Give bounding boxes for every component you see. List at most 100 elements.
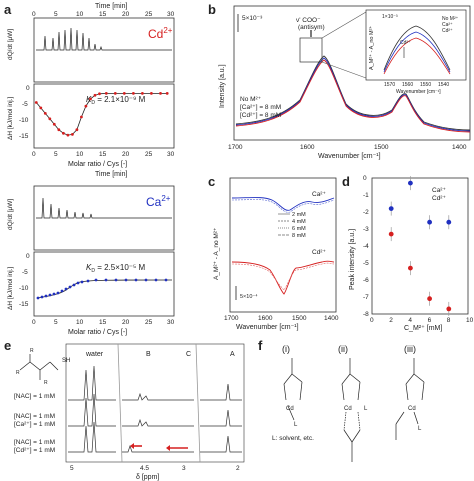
panel-b-scale: 5×10⁻³ (242, 15, 263, 22)
panel-a-upper-ylabel-top: dQ/dt [μW] (7, 29, 14, 60)
panel-d-label: d (342, 174, 350, 189)
panel-e-row2-line2: [Ca²⁺] = 1 mM (14, 421, 55, 428)
tick: 25 (145, 151, 153, 158)
panel-e-axis-break (195, 343, 201, 463)
tick: 4.5 (140, 465, 149, 472)
panel-d-legend-cd: Cd²⁺ (432, 195, 446, 202)
panel-c-cd-spectra-alt (231, 262, 335, 291)
panel-f-ligand-i: L (294, 422, 298, 428)
bond (357, 381, 361, 401)
panel-e-xlabel: δ [ppm] (136, 474, 159, 481)
panel-f-ligand-iii: L (418, 426, 422, 432)
panel-a-lower-point (60, 289, 64, 293)
tick: 1700 (224, 315, 239, 322)
tick: 0 (26, 253, 30, 260)
panel-b: b Intensity [a.u.] 5×10⁻³ ν' COO⁻ (antis… (208, 2, 471, 160)
tick: 15 (99, 11, 107, 18)
panel-d-ylabel: Peak intensity [a.u.] (349, 229, 356, 290)
panel-c-ca-spectra (231, 197, 335, 211)
tick: 1500 (374, 144, 389, 151)
tick: 0 (32, 319, 36, 326)
panel-a-upper-time-ticks: 0 5 10 15 20 25 30 (32, 11, 175, 18)
tick: 30 (167, 11, 175, 18)
tick: 1400 (452, 144, 467, 151)
panel-f-structure-i (283, 358, 303, 421)
panel-d-points (388, 176, 452, 316)
panel-d-xtick: 10 (466, 317, 474, 324)
panel-c-ca-label: Ca²⁺ (312, 191, 326, 198)
panel-a-lower-point (52, 292, 56, 296)
tick: 1400 (324, 315, 339, 322)
panel-a-upper-point (71, 133, 74, 136)
panel-b-inset-scale: 1×10⁻³ (382, 14, 398, 20)
panel-a: a Time [min] 0 5 10 15 20 25 30 Cd2+ dQ/… (4, 2, 175, 336)
panel-f-label: f (258, 338, 263, 353)
panel-e-peak-c: C (186, 351, 191, 358)
panel-e-molecule (19, 354, 59, 380)
panel-a-upper-point (39, 106, 43, 110)
panel-a-upper-point (122, 92, 126, 95)
panel-a-lower-point (72, 283, 76, 287)
panel-a-time-axis-title: Time [min] (95, 3, 127, 10)
panel-b-label: b (208, 2, 216, 17)
panel-a-upper-point (75, 128, 79, 132)
bond (341, 373, 351, 385)
bond (29, 361, 41, 371)
tick: 20 (122, 11, 130, 18)
panel-d-ytick: -4 (363, 243, 369, 250)
panel-e-mol-r: R (44, 380, 48, 386)
panel-d-xticks: 0 2 4 6 8 10 (370, 317, 474, 324)
bond (39, 361, 51, 371)
panel-e-spectrum-nac (68, 365, 242, 401)
bond (287, 405, 295, 421)
panel-b-legend-cd: [Cd²⁺] = 8 mM (240, 112, 281, 119)
panel-a-upper-point (66, 133, 70, 137)
tick: -15 (19, 301, 29, 308)
panel-f-state-ii: (ii) (338, 344, 348, 354)
panel-e-row3-line2: [Cd²⁺] = 1 mM (14, 447, 55, 454)
panel-a-upper-thermogram-frame (33, 17, 175, 83)
panel-f-metal-i: Cd (286, 406, 294, 412)
tick: 3 (182, 465, 186, 472)
bond (421, 381, 425, 401)
panel-b-xlabel: Wavenumber [cm⁻¹] (318, 153, 381, 160)
panel-b-inset-legend-cd: Cd²⁺ (442, 28, 453, 34)
panel-a-upper-point (34, 101, 38, 104)
panel-d-point (446, 219, 452, 225)
panel-a-lower-point (144, 278, 148, 282)
panel-a-upper-point (52, 122, 56, 126)
panel-a-upper-molar-axis-title: Molar ratio / Cys [-] (68, 161, 127, 168)
tick: 15 (99, 319, 107, 326)
panel-a-upper-point (93, 93, 97, 97)
panel-a-lower-point (86, 279, 90, 283)
panel-d-point (388, 231, 394, 237)
panel-d-point (427, 219, 432, 225)
panel-a-lower-ylabel-bottom: ΔH [kJ/mol inj.] (7, 266, 14, 310)
tick: 10 (76, 11, 84, 18)
tick: 5 (54, 319, 58, 326)
tick: 2 (236, 465, 240, 472)
panel-f-metal-iii: Cd (408, 406, 416, 412)
panel-d-point (427, 296, 432, 302)
tick: -5 (22, 101, 28, 108)
panel-a-lower-point (56, 291, 60, 295)
bond (343, 429, 353, 443)
tick: -15 (19, 133, 29, 140)
bond (357, 411, 361, 431)
panel-f-ligand-ii: L (364, 406, 368, 412)
tick: 30 (167, 151, 175, 158)
tick: 1540 (438, 82, 449, 88)
panel-b-frame (233, 5, 471, 141)
panel-a-upper-point (48, 117, 52, 121)
panel-a-lower-point (134, 278, 138, 282)
panel-c-cd-label: Cd²⁺ (312, 249, 326, 256)
tick: 1560 (402, 82, 413, 88)
bond (341, 383, 345, 401)
panel-b-inset-curve-ca (383, 31, 451, 73)
panel-f: f (i) (ii) (iii) Cd L Cd L (258, 338, 425, 462)
tick: 1600 (258, 315, 273, 322)
panel-b-zoom-line-top (321, 11, 367, 39)
panel-a-lower-molar-axis-title: Molar ratio / Cys [-] (68, 329, 127, 336)
panel-b-inset-legend-no-metal: No M²⁺ (442, 16, 459, 22)
panel-a-lower-ylabel-top: dQ/dt [μW] (7, 199, 14, 230)
